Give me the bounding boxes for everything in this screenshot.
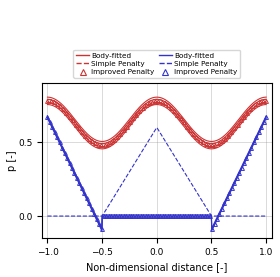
X-axis label: Non-dimensional distance [-]: Non-dimensional distance [-] (86, 263, 227, 273)
Y-axis label: p [-]: p [-] (6, 150, 17, 171)
Legend: Body-fitted, Simple Penalty, Improved Penalty, Body-fitted, Simple Penalty, Impr: Body-fitted, Simple Penalty, Improved Pe… (73, 50, 240, 78)
